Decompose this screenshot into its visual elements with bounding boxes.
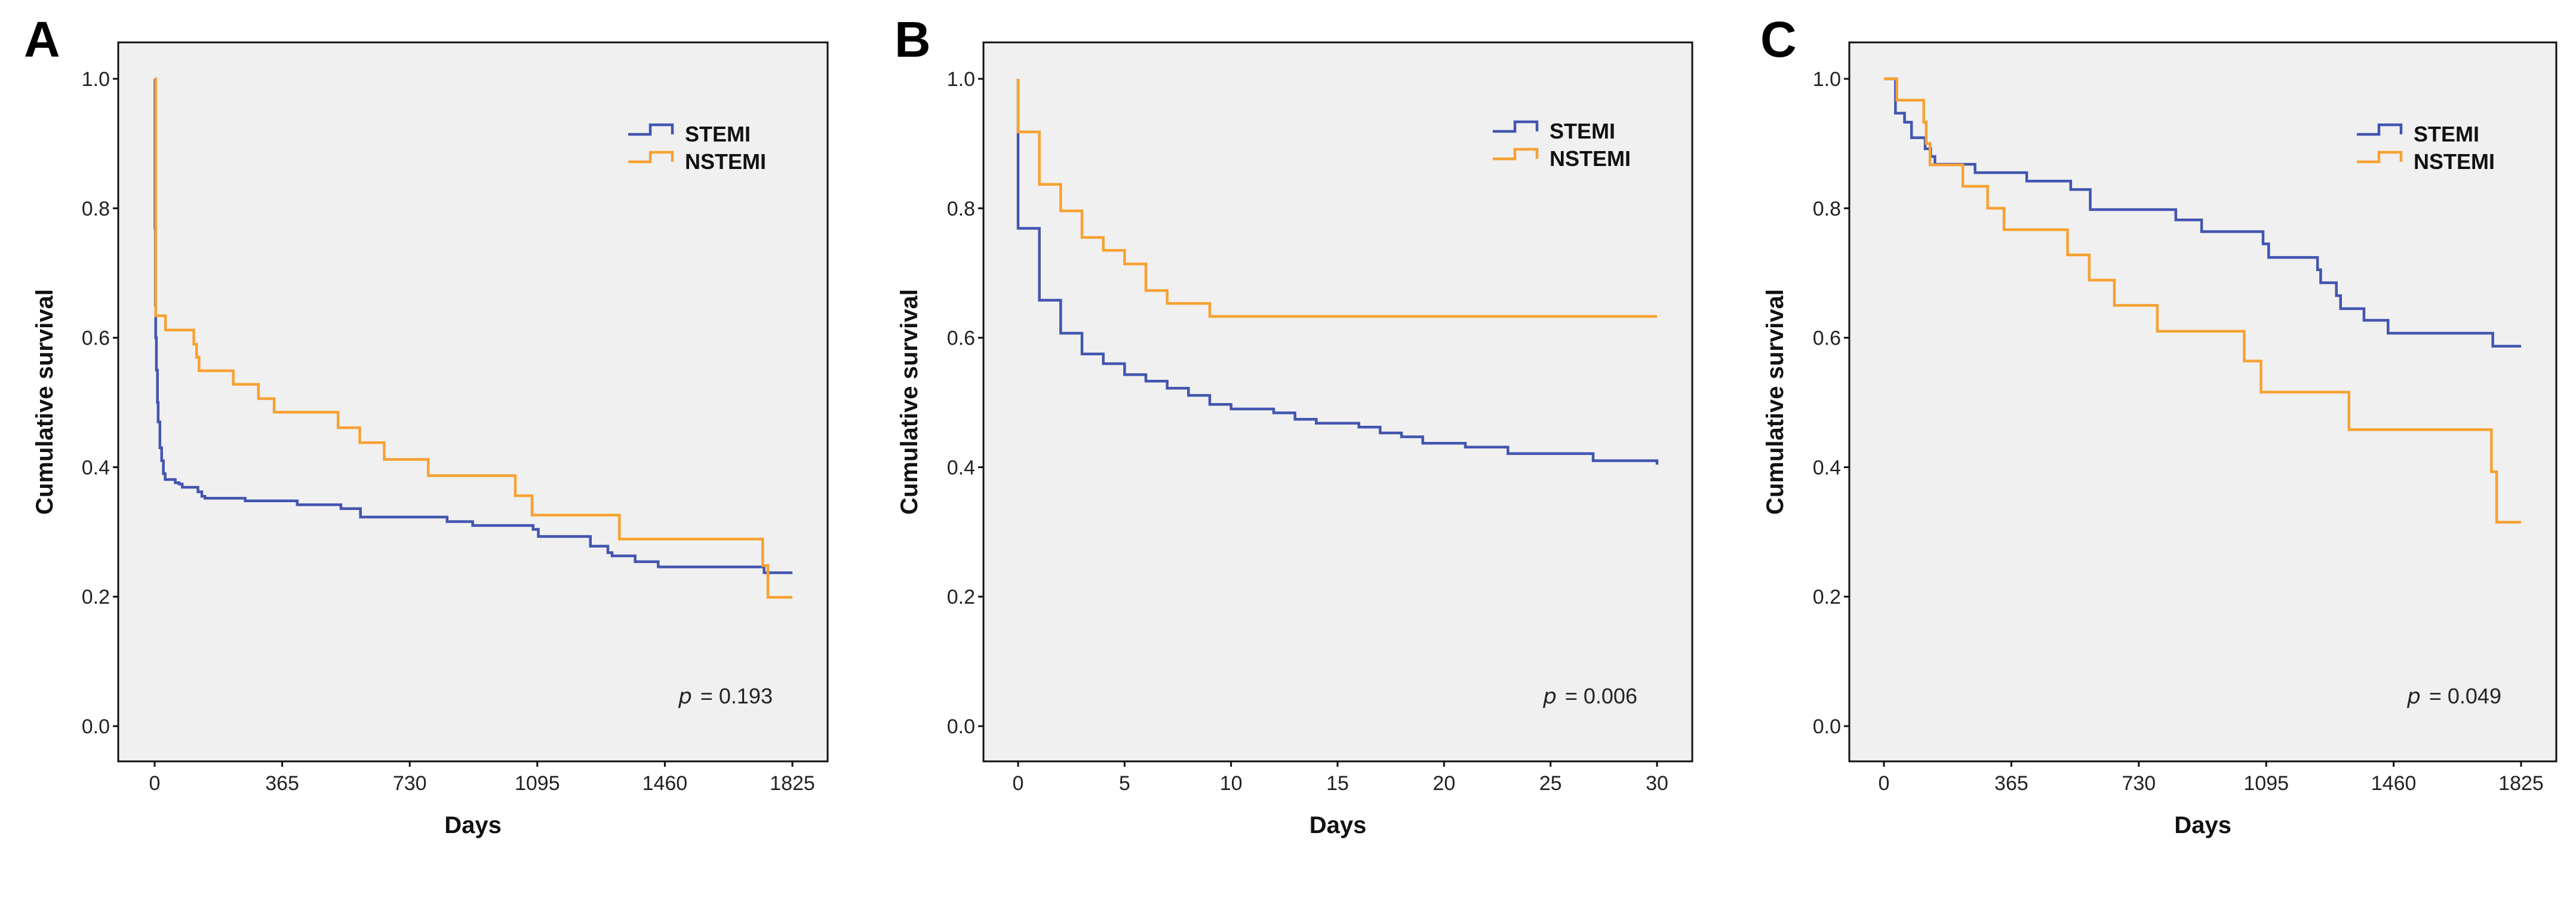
series-nstemi-line [154,77,792,599]
p-value-text: = 0.193 [700,684,773,708]
y-tick-label: 0.6 [1813,327,1841,350]
x-axis-title: Days [1309,812,1367,838]
legend-stemi-swatch [2357,123,2403,136]
y-tick-label: 0.4 [82,456,110,479]
y-axis-title: Cumulative survival [896,289,923,515]
panel-letter: C [1760,11,1797,67]
y-tick-label: 0.0 [82,715,110,738]
p-value-text: = 0.006 [1565,684,1637,708]
y-tick-label: 0.4 [947,456,975,479]
x-axis-title: Days [2174,812,2231,838]
panel-letter: B [894,11,931,67]
legend-stemi-label: STEMI [2414,122,2479,146]
series-nstemi-line [1884,77,2521,524]
y-tick-label: 1.0 [1813,68,1841,91]
legend-nstemi-swatch [628,150,674,164]
panel-a: A 0.0 0.2 0.4 0.6 0.8 1.0 0 365 730 1095 1460 1825 Da… [24,11,829,838]
x-tick-label: 1825 [2498,772,2544,795]
legend-nstemi-swatch [1493,147,1539,161]
legend-stemi-label: STEMI [685,122,751,146]
p-value-text: = 0.049 [2429,684,2501,708]
x-tick-label: 730 [393,772,427,795]
series-nstemi-line [1016,79,1657,318]
series-stemi-line [153,77,792,574]
panel-b: B 0.0 0.2 0.4 0.6 0.8 1.0 0 5 10 15 20 25 30 Days Cumul… [894,11,1693,838]
legend-nstemi-swatch [2357,150,2403,164]
x-tick-label: 0 [1879,772,1890,795]
legend-stemi-swatch [628,123,674,136]
p-symbol: p [2406,684,2421,709]
legend-stemi-swatch [1493,120,1539,133]
x-tick-label: 10 [1220,772,1243,795]
panel-letter: A [24,11,60,67]
y-tick-label: 0.8 [947,198,975,220]
y-axis-title: Cumulative survival [1762,289,1788,515]
y-tick-label: 1.0 [947,68,975,91]
x-tick-label: 365 [265,772,299,795]
p-value-annotation: p = 0.193 [678,684,773,709]
plot-area [1848,41,2557,763]
x-tick-label: 1460 [643,772,688,795]
x-tick-label: 5 [1119,772,1130,795]
y-tick-label: 0.0 [947,715,975,738]
p-value-annotation: p = 0.006 [1542,684,1637,709]
plot-area [117,41,829,763]
y-tick-label: 0.6 [947,327,975,350]
x-tick-label: 1095 [2243,772,2289,795]
y-tick-label: 0.8 [1813,198,1841,220]
y-tick-label: 0.4 [1813,456,1841,479]
series-stemi-line [1016,79,1659,465]
x-tick-label: 1095 [515,772,560,795]
legend-stemi-label: STEMI [1550,119,1615,143]
y-tick-label: 0.6 [82,327,110,350]
x-tick-label: 1825 [770,772,815,795]
x-tick-label: 20 [1433,772,1455,795]
y-tick-label: 0.8 [82,198,110,220]
x-tick-label: 0 [1013,772,1024,795]
x-tick-label: 25 [1539,772,1562,795]
y-tick-label: 1.0 [82,68,110,91]
x-tick-label: 1460 [2371,772,2417,795]
x-tick-label: 730 [2122,772,2156,795]
legend-nstemi-label: NSTEMI [1550,146,1631,171]
x-tick-label: 0 [149,772,161,795]
y-tick-label: 0.2 [82,586,110,608]
p-symbol: p [678,684,692,709]
panel-c: C 0.0 0.2 0.4 0.6 0.8 1.0 0 365 730 1095 1460 1825 Da… [1760,11,2557,838]
x-tick-label: 365 [1994,772,2028,795]
x-axis-title: Days [444,812,502,838]
y-tick-label: 0.0 [1813,715,1841,738]
p-symbol: p [1542,684,1557,709]
x-tick-label: 15 [1326,772,1349,795]
y-axis-title: Cumulative survival [32,289,58,515]
y-tick-label: 0.2 [947,586,975,608]
legend-nstemi-label: NSTEMI [2414,149,2495,174]
x-tick-label: 30 [1646,772,1668,795]
p-value-annotation: p = 0.049 [2406,684,2501,709]
legend-nstemi-label: NSTEMI [685,149,766,174]
y-tick-label: 0.2 [1813,586,1841,608]
